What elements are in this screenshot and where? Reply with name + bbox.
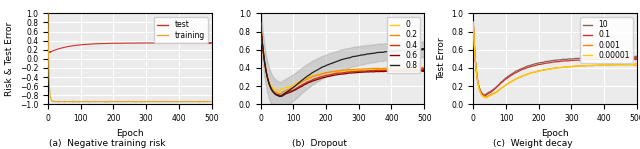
X-axis label: Epoch: Epoch [541, 129, 569, 138]
Legend: test, training: test, training [154, 17, 208, 43]
Legend: 0, 0.2, 0.4, 0.6, 0.8: 0, 0.2, 0.4, 0.6, 0.8 [387, 17, 420, 73]
Legend: 10, 0.1, 0.001, 0.00001: 10, 0.1, 0.001, 0.00001 [580, 17, 633, 63]
Text: (b)  Dropout: (b) Dropout [292, 139, 348, 148]
Text: (a)  Negative training risk: (a) Negative training risk [49, 139, 165, 148]
Y-axis label: Test Error: Test Error [437, 38, 446, 80]
X-axis label: Epoch: Epoch [116, 129, 143, 138]
Text: (c)  Weight decay: (c) Weight decay [493, 139, 573, 148]
Y-axis label: Risk & Test Error: Risk & Test Error [5, 22, 14, 96]
